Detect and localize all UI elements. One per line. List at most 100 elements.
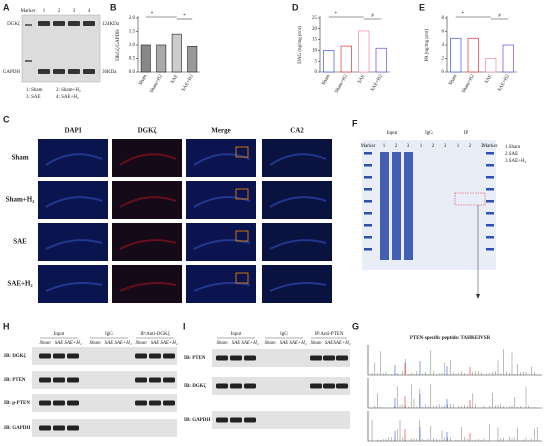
band (336, 383, 348, 389)
band (323, 355, 335, 361)
y-tick-label: 2 (442, 57, 445, 62)
band (39, 425, 51, 431)
lane-label: SAE+H₂ (160, 341, 178, 346)
spectrum-peaks (404, 429, 471, 441)
group-header: IP (464, 131, 469, 136)
cell-layer (193, 196, 251, 208)
y-tick-label: 5 (315, 59, 318, 64)
lane-number: 1 (383, 144, 386, 149)
panel-label: G (352, 321, 359, 331)
bar (485, 58, 497, 73)
significance-mark: * (151, 12, 154, 17)
lane-number: 2 (469, 144, 472, 149)
y-tick-label: 25 (312, 16, 318, 21)
lane-label: SAE (151, 341, 160, 346)
row-label: IB: PTEN (184, 356, 206, 361)
panel-label: F (352, 118, 358, 128)
blot-strip (32, 394, 177, 412)
roi-box (235, 146, 249, 158)
significance-mark: * (183, 14, 186, 19)
ladder-band (486, 212, 494, 215)
cell-layer (119, 239, 177, 250)
group-header: Input (387, 131, 398, 136)
band (216, 417, 228, 423)
band (135, 400, 147, 406)
panel-label: H (3, 321, 10, 331)
group-header: IgG (105, 332, 113, 337)
cell-layer (193, 239, 251, 250)
row-label: IB: PTEN (4, 378, 26, 383)
blot-strip (212, 349, 350, 367)
ladder-band (486, 248, 494, 251)
roi-box (235, 188, 249, 200)
legend-entry: 1.Sham (505, 145, 520, 150)
bar (375, 47, 387, 73)
band (68, 69, 80, 74)
spectrum-peaks (371, 383, 538, 408)
band-name: GAPDH (3, 70, 21, 75)
legend-entry: 2.SAE (505, 152, 518, 157)
band (149, 377, 161, 383)
cell-layer (193, 282, 251, 292)
band (53, 353, 65, 359)
ladder-band (486, 176, 494, 179)
lane-number: 1 (457, 144, 460, 149)
legend-entry: 1: Sham (26, 88, 43, 93)
cell-layer (119, 196, 177, 208)
lane-label: SAE+H₂ (289, 341, 307, 346)
lane-number: 3 (444, 144, 447, 149)
cell-layer (45, 153, 103, 166)
row-header: SAE+H₂ (7, 280, 32, 288)
y-tick-label: 20 (312, 27, 318, 32)
lane-number: 4 (88, 9, 91, 14)
lane-smear (380, 152, 389, 260)
lane-number: 2 (395, 144, 398, 149)
band (310, 355, 322, 361)
cell-layer (45, 196, 103, 208)
y-tick-label: 4 (442, 43, 445, 48)
band (244, 417, 256, 423)
lane-label: Sham (39, 341, 51, 346)
lane-label: SAE (232, 341, 241, 346)
panel-label: A (3, 2, 10, 12)
band (135, 353, 147, 359)
band (135, 377, 147, 383)
band (53, 21, 65, 26)
band (39, 353, 51, 359)
group-header: IgG (425, 131, 433, 136)
band (38, 21, 50, 26)
band (230, 383, 242, 389)
significance-mark: * (335, 12, 338, 17)
bar (140, 44, 151, 73)
micrograph (112, 139, 182, 177)
ladder-band (364, 212, 372, 215)
bar (450, 37, 462, 73)
cell-layer (45, 239, 103, 250)
cell-layer (269, 282, 327, 292)
bar (187, 45, 198, 73)
column-header: DGKζ (138, 127, 157, 135)
lane-label: Sham (310, 341, 322, 346)
ladder-band (364, 152, 372, 155)
y-tick-label: 0 (442, 70, 445, 75)
lane-number: 3 (407, 144, 410, 149)
band (39, 400, 51, 406)
ladder-band (364, 200, 372, 203)
y-tick-label: 1.5 (129, 30, 136, 35)
band (230, 355, 242, 361)
cell-layer (269, 196, 327, 208)
significance-mark: # (371, 14, 374, 19)
ladder-band (364, 248, 372, 251)
band (216, 355, 228, 361)
y-tick-label: 6 (442, 30, 445, 35)
band-size: 36KDa (102, 70, 117, 75)
lane-label: SAE+H₂ (241, 341, 259, 346)
significance-mark: # (498, 14, 501, 19)
ladder-band (364, 176, 372, 179)
legend-entry: 2: Sham+H₂ (56, 88, 81, 93)
band (149, 400, 161, 406)
y-tick-label: 2.0 (129, 16, 136, 21)
ladder-band (364, 236, 372, 239)
row-label: IB: p-PTEN (4, 401, 30, 406)
